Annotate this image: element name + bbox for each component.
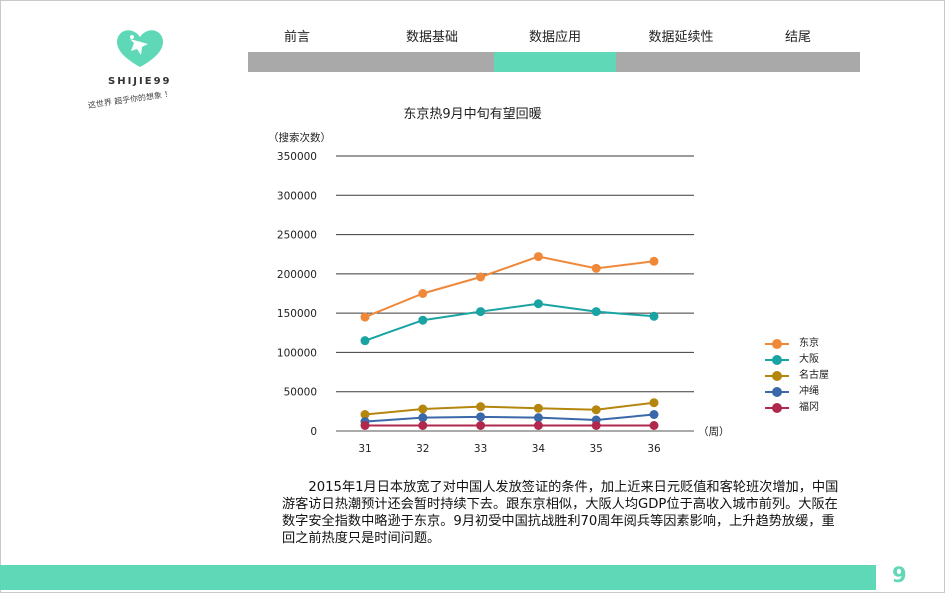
y-tick-label: 0	[310, 426, 317, 438]
data-point	[476, 272, 486, 282]
data-point	[591, 263, 601, 273]
series-line	[364, 401, 655, 416]
data-point	[360, 421, 370, 430]
data-point	[360, 410, 370, 419]
nav-bar-segment	[248, 52, 494, 72]
data-point	[649, 398, 659, 408]
data-point	[418, 315, 428, 325]
series-line	[364, 302, 655, 342]
x-tick-label: 34	[532, 443, 546, 455]
page-number: 9	[892, 563, 907, 587]
data-point	[649, 256, 659, 266]
y-tick-label: 250000	[277, 230, 317, 242]
data-point	[591, 307, 601, 317]
legend-marker	[772, 355, 782, 365]
legend-label: 东京	[799, 338, 819, 349]
data-point	[649, 311, 659, 321]
data-point	[418, 421, 428, 430]
legend-label: 冲绳	[799, 386, 819, 397]
nav-bar-active-segment	[494, 52, 616, 72]
x-tick-label: 31	[358, 443, 371, 455]
data-point	[476, 412, 486, 422]
data-point	[476, 421, 486, 430]
legend-label: 大阪	[799, 354, 819, 365]
y-tick-label: 50000	[284, 387, 317, 399]
data-point	[476, 307, 486, 317]
data-point	[649, 421, 659, 430]
data-point	[649, 410, 659, 419]
legend-label: 福冈	[799, 402, 819, 413]
data-point	[418, 413, 428, 423]
x-tick-label: 32	[416, 443, 429, 455]
legend-marker	[772, 387, 782, 397]
data-point	[533, 421, 543, 430]
tab-preface[interactable]: 前言	[283, 30, 310, 45]
series-line	[364, 255, 655, 318]
footer-bar	[0, 565, 876, 590]
tab-data-basics[interactable]: 数据基础	[405, 30, 458, 45]
y-tick-label: 100000	[277, 347, 317, 359]
y-tick-label: 300000	[277, 190, 317, 202]
data-point	[476, 402, 486, 412]
tab-data-continuity[interactable]: 数据延续性	[648, 30, 714, 45]
data-point	[533, 299, 543, 309]
y-axis-label: （搜索次数）	[268, 131, 331, 144]
x-axis-label: （周）	[698, 426, 730, 438]
tab-ending[interactable]: 结尾	[784, 30, 811, 45]
legend-marker	[772, 339, 782, 349]
legend-marker	[772, 403, 782, 413]
y-tick-label: 200000	[277, 269, 317, 281]
brand-logo-icon	[116, 30, 164, 67]
section-nav: 前言 数据基础 数据应用 数据延续性 结尾	[248, 28, 860, 72]
y-tick-label: 350000	[277, 151, 317, 163]
series-line	[364, 413, 655, 423]
chart-title: 东京热9月中旬有望回暖	[403, 107, 542, 122]
data-point	[360, 336, 370, 346]
data-point	[533, 252, 543, 262]
data-point	[360, 312, 370, 322]
legend-label: 名古屋	[799, 370, 829, 381]
data-point	[418, 289, 428, 298]
tab-data-application[interactable]: 数据应用	[528, 30, 581, 45]
y-tick-label: 150000	[277, 308, 317, 320]
nav-bar-segment	[616, 52, 860, 72]
x-tick-label: 35	[590, 443, 603, 455]
legend-marker	[772, 371, 782, 381]
data-point	[418, 404, 428, 414]
data-point	[533, 403, 543, 413]
body-paragraph: 2015年1月日本放宽了对中国人发放签证的条件，加上近来日元贬值和客轮班次增加，…	[282, 480, 839, 546]
x-tick-label: 33	[474, 443, 487, 455]
data-point	[591, 421, 601, 430]
brand-name: SHIJIE99	[108, 76, 172, 87]
data-point	[591, 405, 601, 415]
data-point	[533, 413, 543, 423]
x-tick-label: 36	[647, 443, 661, 455]
